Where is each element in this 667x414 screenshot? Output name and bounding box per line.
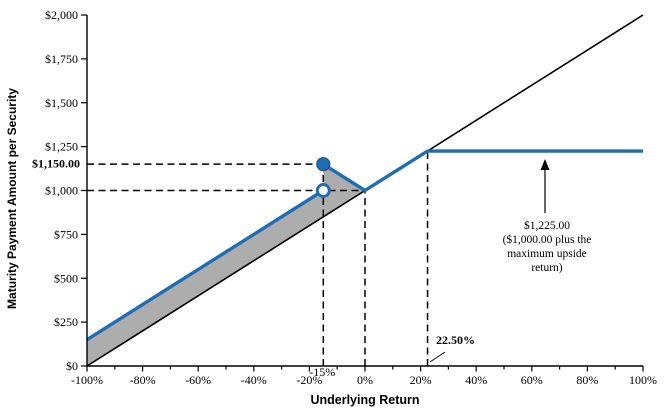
cap-return-callout: 22.50% — [436, 333, 475, 347]
limit-payment-point-open — [315, 183, 331, 198]
payoff-line-below-barrier — [86, 189, 325, 342]
y-tick-label: $1,000 — [45, 184, 78, 198]
y-tick-label: $1,250 — [45, 140, 78, 154]
y-tick-label: $2,000 — [45, 8, 78, 22]
y-tick-label: $250 — [54, 315, 78, 329]
x-tick-label: 40% — [465, 373, 487, 387]
y-axis-title: Maturity Payment Amount per Security — [5, 88, 19, 309]
x-tick-label: -80% — [130, 373, 156, 387]
x-tick-label: -60% — [185, 373, 211, 387]
cap-return-callout-leader-line — [429, 351, 446, 363]
jump-payment-point-filled — [316, 157, 331, 172]
x-label-neg15: -15% — [309, 365, 335, 379]
payoff-line-at-or-above-barrier — [322, 149, 643, 193]
x-tick-label: 20% — [410, 373, 432, 387]
x-tick-label: -40% — [241, 373, 267, 387]
x-tick-label: -100% — [71, 373, 103, 387]
buffer-gain-region — [87, 164, 365, 366]
y-tick-label: $1,500 — [45, 96, 78, 110]
y-tick-label: $0 — [66, 359, 78, 373]
x-tick-label: 80% — [576, 373, 598, 387]
x-tick-label: 100% — [629, 373, 657, 387]
max-payment-callout-arrowhead — [540, 159, 550, 170]
y-tick-label: $750 — [54, 227, 78, 241]
max-payment-callout: $1,225.00 ($1,000.00 plus the maximum upsi… — [503, 219, 592, 274]
x-axis-title: Underlying Return — [310, 393, 419, 407]
x-tick-label: 60% — [521, 373, 543, 387]
y-tick-label: $500 — [54, 271, 78, 285]
y-label-1150: $1,150.00 — [32, 157, 80, 171]
y-tick-label: $1,750 — [45, 52, 78, 66]
x-tick-label: 0% — [357, 373, 373, 387]
x-tick-label: -20% — [296, 373, 322, 387]
